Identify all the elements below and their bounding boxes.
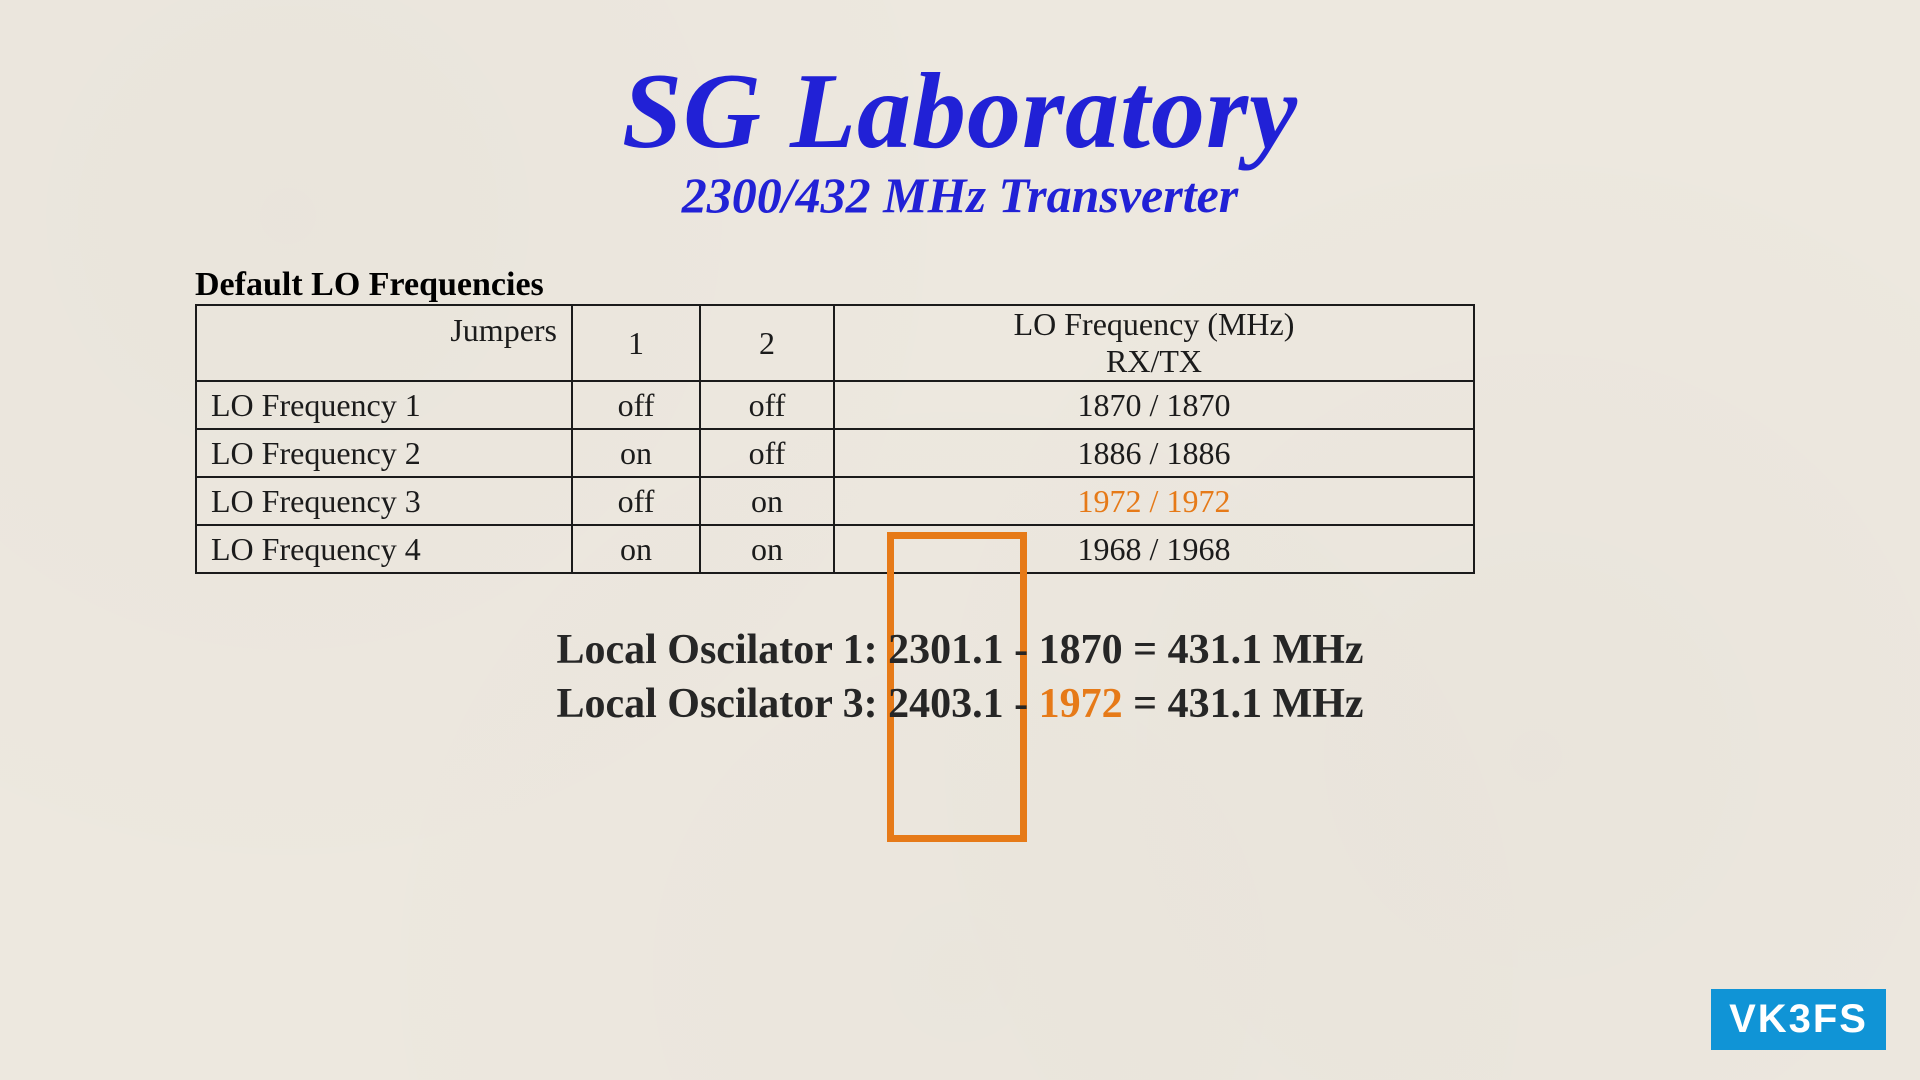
row-lo: 1968 / 1968 bbox=[834, 525, 1474, 573]
table-row: LO Frequency 1offoff1870 / 1870 bbox=[196, 381, 1474, 429]
row-j2: on bbox=[700, 525, 834, 573]
row-lo: 1972 / 1972 bbox=[834, 477, 1474, 525]
row-name: LO Frequency 4 bbox=[196, 525, 572, 573]
calc2-mid: 1972 bbox=[1039, 681, 1123, 727]
header-lo-line2: RX/TX bbox=[1106, 343, 1202, 379]
title-block: SG Laboratory 2300/432 MHz Transverter bbox=[0, 50, 1920, 224]
callsign-badge: VK3FS bbox=[1711, 989, 1886, 1050]
calc1-pre: Local Oscilator 1: 2301.1 - bbox=[556, 627, 1038, 673]
main-title: SG Laboratory bbox=[0, 50, 1920, 174]
row-j2: off bbox=[700, 381, 834, 429]
header-lo: LO Frequency (MHz) RX/TX bbox=[834, 305, 1474, 381]
calc2-post: = 431.1 MHz bbox=[1123, 681, 1364, 727]
row-name: LO Frequency 1 bbox=[196, 381, 572, 429]
calc1-post: = 431.1 MHz bbox=[1123, 627, 1364, 673]
calc2-pre: Local Oscilator 3: 2403.1 - bbox=[556, 681, 1038, 727]
calc-line-2: Local Oscilator 3: 2403.1 - 1972 = 431.1… bbox=[0, 680, 1920, 728]
header-j1: 1 bbox=[572, 305, 700, 381]
header-jumpers: Jumpers bbox=[196, 305, 572, 381]
sub-title: 2300/432 MHz Transverter bbox=[0, 166, 1920, 224]
calc-block: Local Oscilator 1: 2301.1 - 1870 = 431.1… bbox=[0, 620, 1920, 734]
row-j1: on bbox=[572, 525, 700, 573]
header-lo-line1: LO Frequency (MHz) bbox=[1014, 306, 1295, 342]
table-caption: Default LO Frequencies bbox=[195, 266, 1475, 304]
row-j1: on bbox=[572, 429, 700, 477]
row-lo: 1870 / 1870 bbox=[834, 381, 1474, 429]
row-j1: off bbox=[572, 477, 700, 525]
row-name: LO Frequency 3 bbox=[196, 477, 572, 525]
frequency-table-wrap: Default LO Frequencies Jumpers 1 2 LO Fr… bbox=[195, 266, 1475, 574]
table-body: LO Frequency 1offoff1870 / 1870LO Freque… bbox=[196, 381, 1474, 573]
row-name: LO Frequency 2 bbox=[196, 429, 572, 477]
row-lo: 1886 / 1886 bbox=[834, 429, 1474, 477]
row-j2: on bbox=[700, 477, 834, 525]
row-j2: off bbox=[700, 429, 834, 477]
table-row: LO Frequency 2onoff1886 / 1886 bbox=[196, 429, 1474, 477]
table-row: LO Frequency 3offon1972 / 1972 bbox=[196, 477, 1474, 525]
table-row: LO Frequency 4onon1968 / 1968 bbox=[196, 525, 1474, 573]
row-j1: off bbox=[572, 381, 700, 429]
table-header-row: Jumpers 1 2 LO Frequency (MHz) RX/TX bbox=[196, 305, 1474, 381]
header-j2: 2 bbox=[700, 305, 834, 381]
calc1-mid: 1870 bbox=[1039, 627, 1123, 673]
calc-line-1: Local Oscilator 1: 2301.1 - 1870 = 431.1… bbox=[0, 626, 1920, 674]
frequency-table: Jumpers 1 2 LO Frequency (MHz) RX/TX LO … bbox=[195, 304, 1475, 574]
